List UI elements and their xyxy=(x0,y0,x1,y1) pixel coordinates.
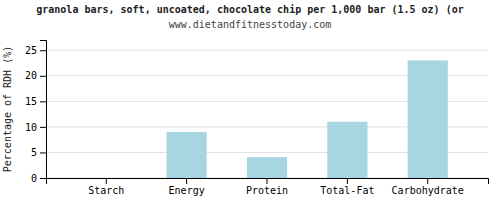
x-tick-label: Energy xyxy=(169,185,205,196)
y-tick-label: 25 xyxy=(25,45,37,56)
grid xyxy=(46,50,488,178)
x-tick-mark xyxy=(267,178,268,184)
y-tick-label: 15 xyxy=(25,96,37,107)
x-tick: Starch xyxy=(88,178,124,196)
y-tick: 20 xyxy=(25,70,46,81)
x-tick: Energy xyxy=(169,178,205,196)
subtitle: www.dietandfitnesstoday.com xyxy=(169,19,332,30)
x-tick-mark xyxy=(186,178,187,184)
y-tick-mark xyxy=(40,152,46,153)
bar xyxy=(408,60,448,178)
x-tick: Carbohydrate xyxy=(392,178,464,196)
x-tick: Total-Fat xyxy=(320,178,374,196)
y-tick-mark xyxy=(40,76,46,77)
title: granola bars, soft, uncoated, chocolate … xyxy=(36,4,463,15)
y-tick-label: 0 xyxy=(31,173,37,184)
x-tick: Protein xyxy=(246,178,288,196)
x-tick-label: Starch xyxy=(88,185,124,196)
chart-svg: granola bars, soft, uncoated, chocolate … xyxy=(0,0,500,200)
y-axis-line xyxy=(40,41,47,179)
y-tick-mark xyxy=(40,101,46,102)
x-tick-label: Carbohydrate xyxy=(392,185,464,196)
y-tick-label: 20 xyxy=(25,70,37,81)
x-tick-mark xyxy=(106,178,107,184)
grid-line xyxy=(46,50,488,51)
y-tick: 25 xyxy=(25,45,46,56)
bar xyxy=(327,122,367,178)
x-tick-mark xyxy=(427,178,428,184)
bar xyxy=(247,157,287,178)
x-tick-label: Total-Fat xyxy=(320,185,374,196)
bar xyxy=(86,178,126,179)
y-tick-mark xyxy=(40,127,46,128)
y-tick-label: 5 xyxy=(31,147,37,158)
y-axis-title: Percentage of RDH (%) xyxy=(2,46,13,172)
y-tick: 0 xyxy=(31,173,46,184)
y-tick-label: 10 xyxy=(25,122,37,133)
y-tick: 10 xyxy=(25,122,46,133)
x-tick-label: Protein xyxy=(246,185,288,196)
y-axis: 0 5 10 15 20 25 xyxy=(25,41,47,184)
y-tick: 5 xyxy=(31,147,46,158)
y-tick-mark xyxy=(40,50,46,51)
bars xyxy=(167,60,448,178)
y-tick: 15 xyxy=(25,96,46,107)
y-tick-mark xyxy=(40,178,46,179)
chart-container: granola bars, soft, uncoated, chocolate … xyxy=(0,0,500,200)
x-axis: Starch Energy Protein Total-Fat Carbohydrate xyxy=(47,178,489,196)
x-tick-mark xyxy=(347,178,348,184)
x-axis-line xyxy=(47,179,489,185)
bar xyxy=(167,132,207,178)
